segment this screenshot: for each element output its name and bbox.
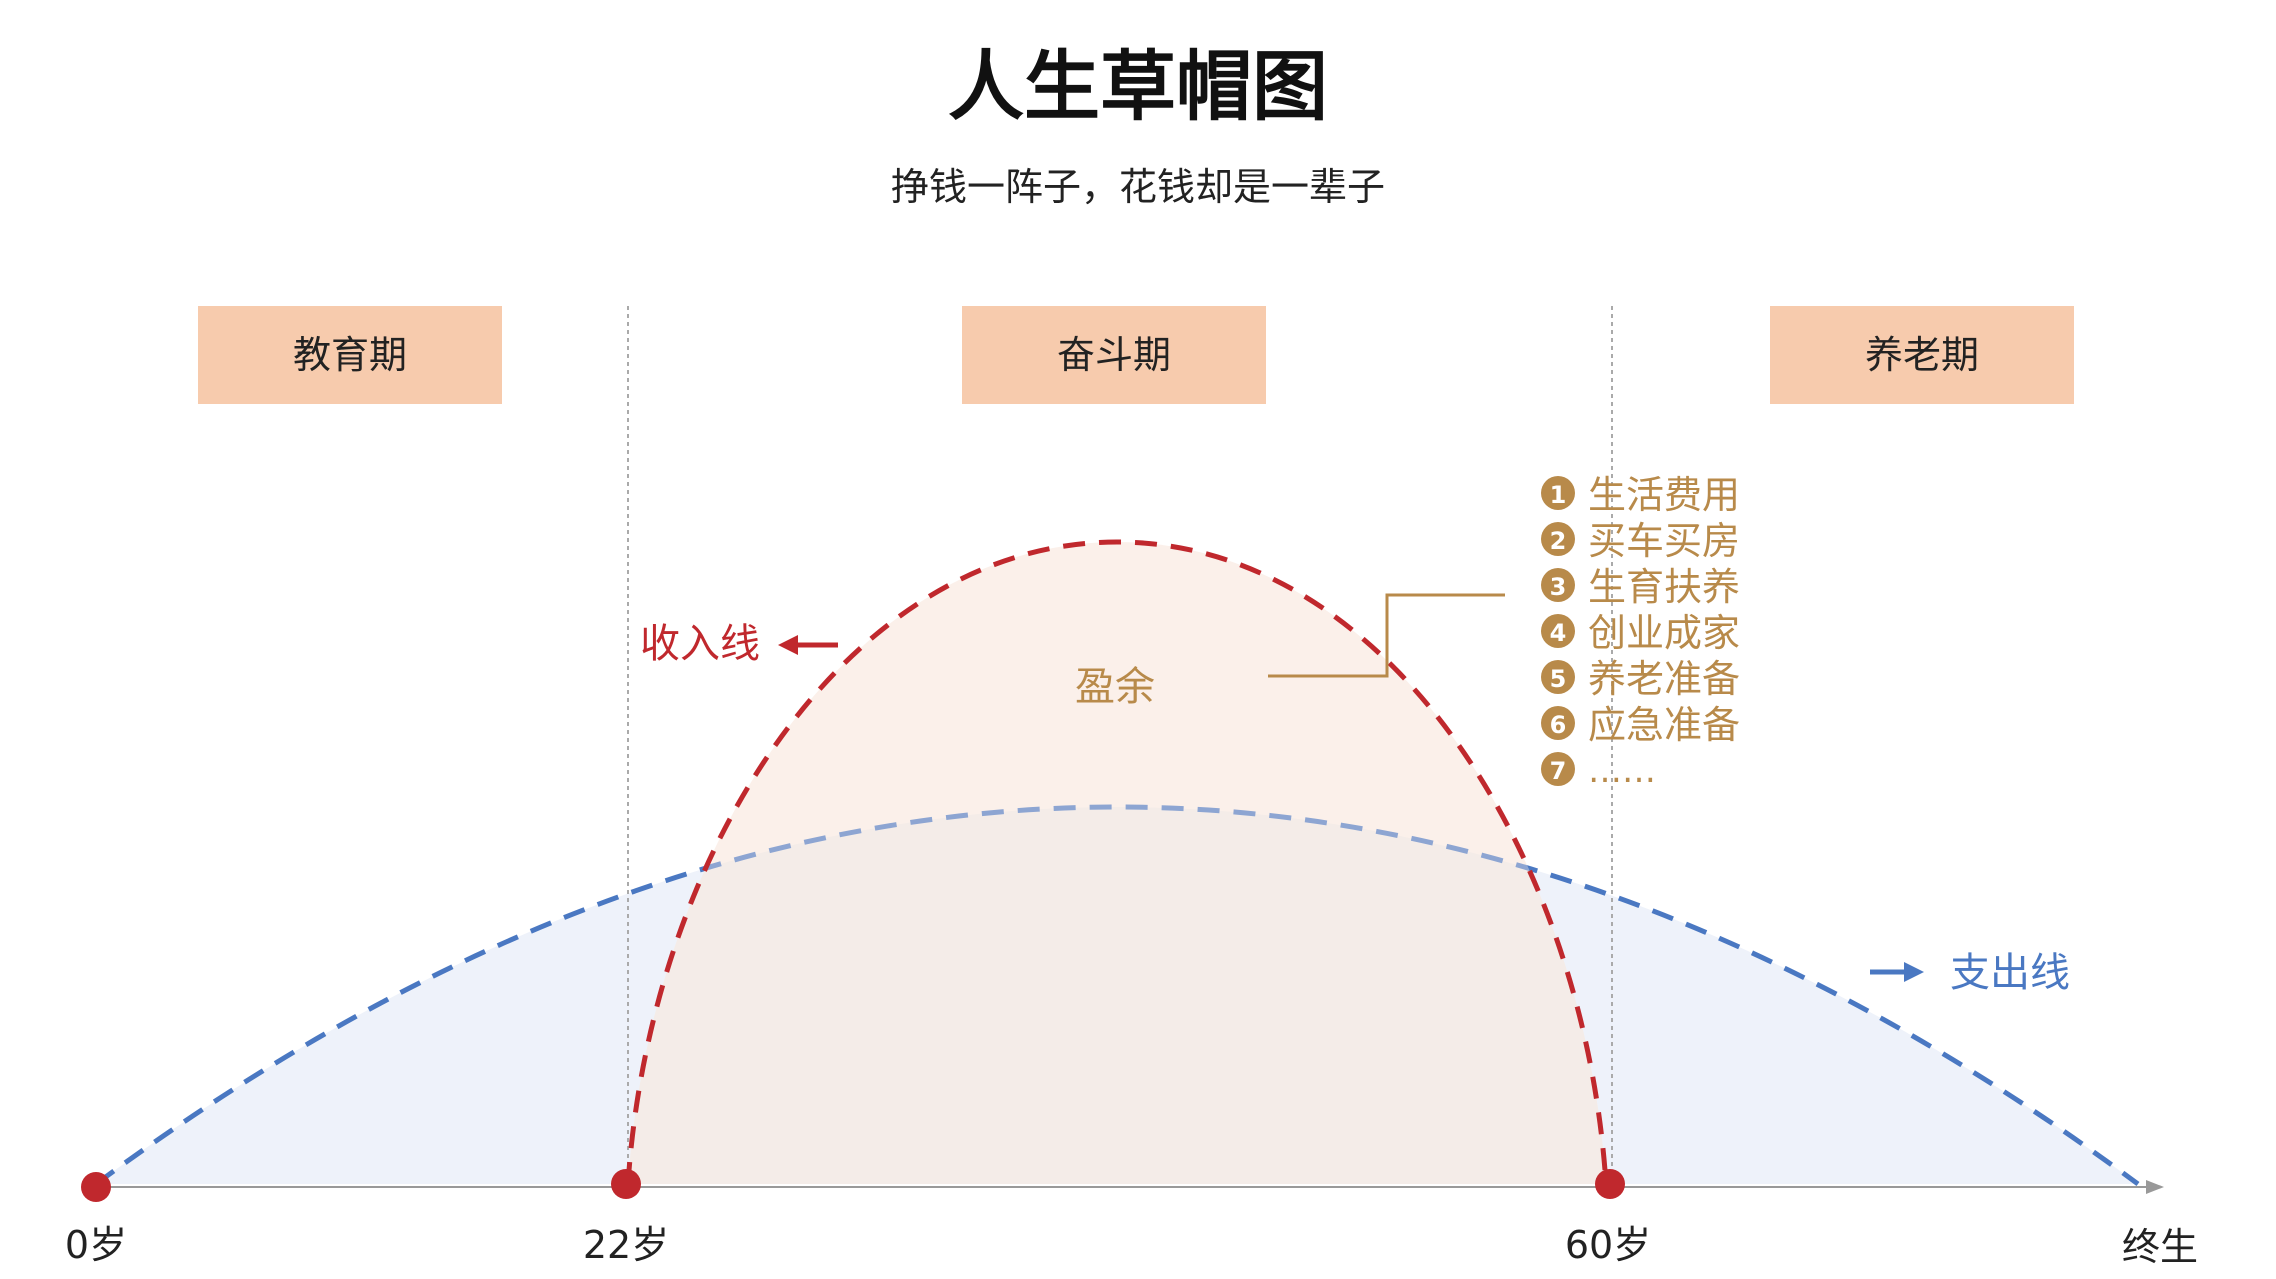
number-badge-text: 6 xyxy=(1550,711,1567,739)
list-item-text: 买车买房 xyxy=(1588,519,1740,563)
list-item-text: …… xyxy=(1588,751,1656,791)
number-badge xyxy=(1541,614,1575,648)
timeline-label-end: 终生 xyxy=(2122,1225,2198,1269)
phase-education: 教育期 xyxy=(198,306,502,404)
list-item: 6 应急准备 xyxy=(1541,703,1740,747)
surplus-label: 盈余 xyxy=(1075,664,1155,710)
number-badge xyxy=(1541,660,1575,694)
phase-retirement: 养老期 xyxy=(1770,306,2074,404)
number-badge xyxy=(1541,568,1575,602)
list-item: 4 创业成家 xyxy=(1541,611,1740,655)
income-line-label: 收入线 xyxy=(640,621,760,667)
axis-arrow-icon xyxy=(2146,1180,2164,1194)
list-item-text: 应急准备 xyxy=(1588,703,1740,747)
list-item-text: 创业成家 xyxy=(1588,611,1740,655)
number-badge-text: 3 xyxy=(1550,573,1567,601)
right-arrow-icon xyxy=(1904,962,1924,982)
overlap-area xyxy=(628,807,1606,1184)
number-badge-text: 1 xyxy=(1550,481,1567,509)
expense-line xyxy=(94,804,2140,1187)
income-line xyxy=(625,539,1609,1185)
timeline-label-22: 22岁 xyxy=(583,1223,669,1267)
phase-label: 奋斗期 xyxy=(1057,333,1171,377)
number-badge xyxy=(1541,522,1575,556)
surplus-connector xyxy=(1268,593,1505,678)
number-badge-text: 4 xyxy=(1550,619,1567,647)
left-arrow-icon xyxy=(778,635,798,655)
list-item: 3 生育扶养 xyxy=(1541,565,1740,609)
timeline-dot-0 xyxy=(81,1172,111,1202)
list-item: 7 …… xyxy=(1541,751,1656,791)
list-item-text: 养老准备 xyxy=(1588,657,1740,701)
timeline-label-60: 60岁 xyxy=(1565,1223,1651,1267)
number-badge-text: 5 xyxy=(1550,665,1567,693)
number-badge-text: 2 xyxy=(1550,527,1567,555)
list-item: 2 买车买房 xyxy=(1541,519,1740,563)
list-item: 1 生活费用 xyxy=(1541,473,1740,517)
list-item-text: 生活费用 xyxy=(1588,473,1740,517)
phase-box xyxy=(198,306,502,404)
phase-label: 教育期 xyxy=(293,333,407,377)
list-item: 5 养老准备 xyxy=(1541,657,1740,701)
number-badge-text: 7 xyxy=(1550,757,1567,785)
number-badge xyxy=(1541,706,1575,740)
page-subtitle: 挣钱一阵子，花钱却是一辈子 xyxy=(891,165,1385,209)
list-item-text: 生育扶养 xyxy=(1588,565,1740,609)
timeline-dot-60 xyxy=(1595,1169,1625,1199)
number-badge xyxy=(1541,476,1575,510)
phase-box xyxy=(962,306,1266,404)
page-title: 人生草帽图 xyxy=(948,42,1328,131)
expense-line-label: 支出线 xyxy=(1950,950,2070,996)
number-badge xyxy=(1541,752,1575,786)
phase-label: 养老期 xyxy=(1865,333,1979,377)
phase-box xyxy=(1770,306,2074,404)
timeline-label-0: 0岁 xyxy=(65,1223,127,1267)
surplus-uses-list: 1 生活费用 2 买车买房 3 生育扶养 4 创业成家 5 养老准备 6 应急准… xyxy=(1541,473,1740,791)
phase-struggle: 奋斗期 xyxy=(962,306,1266,404)
timeline-dot-22 xyxy=(611,1169,641,1199)
